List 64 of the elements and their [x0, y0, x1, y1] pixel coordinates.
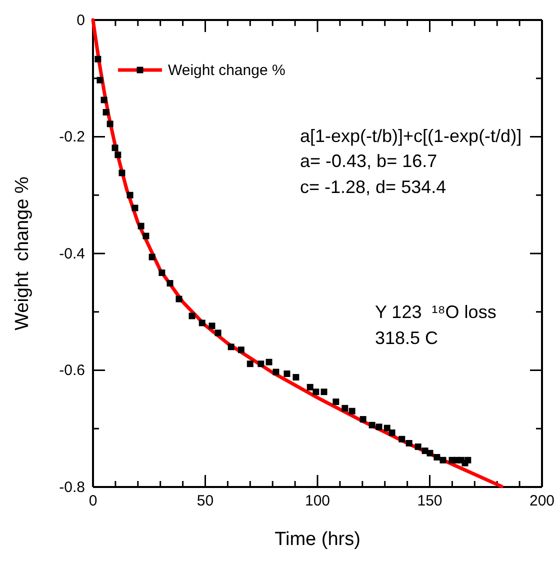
point: [94, 56, 102, 62]
point: [176, 296, 182, 302]
point: [306, 384, 314, 390]
point: [100, 96, 108, 104]
point: [426, 450, 434, 456]
point: [376, 424, 382, 430]
point: [440, 456, 446, 464]
point: [342, 404, 348, 412]
point: [258, 360, 264, 368]
point: [332, 398, 340, 406]
point: [126, 192, 134, 198]
point: [272, 368, 280, 376]
point: [368, 422, 376, 428]
annotation: c= -1.28, d= 534.4: [300, 177, 446, 197]
point: [312, 388, 320, 396]
x-tick-label: 100: [304, 492, 330, 510]
point: [142, 232, 150, 240]
y-tick-label: 0: [76, 12, 85, 29]
point: [96, 76, 104, 84]
annotation: a= -0.43, b= 16.7: [300, 151, 438, 171]
point: [434, 454, 440, 460]
legend-label: Weight change %: [168, 62, 286, 79]
point: [320, 388, 328, 396]
point: [102, 108, 110, 116]
point: [158, 270, 166, 276]
point: [132, 204, 138, 212]
point: [188, 312, 196, 320]
point: [384, 424, 390, 432]
point: [166, 280, 174, 287]
point: [462, 460, 468, 466]
point: [284, 370, 290, 377]
point: [246, 360, 254, 368]
point: [398, 436, 406, 442]
point: [406, 440, 412, 446]
point: [112, 144, 118, 152]
point: [292, 374, 300, 380]
y-tick-label: -0.4: [59, 245, 85, 262]
point: [266, 358, 272, 366]
point: [414, 443, 422, 450]
point: [214, 330, 222, 336]
point: [360, 416, 366, 423]
y-axis-title: Weight change %: [12, 176, 33, 330]
x-tick-label: 200: [529, 492, 555, 510]
point: [228, 344, 234, 350]
point: [118, 170, 126, 176]
point: [106, 120, 114, 128]
point: [388, 429, 396, 436]
point: [208, 322, 216, 330]
x-axis-title: Time (hrs): [274, 529, 360, 550]
point: [148, 254, 156, 260]
annotation: Y 123 ¹⁸O loss: [375, 302, 496, 322]
point: [238, 346, 244, 354]
y-tick-label: -0.8: [59, 478, 85, 496]
annotation: 318.5 C: [375, 328, 438, 348]
point: [198, 320, 206, 326]
x-tick-label: 50: [196, 492, 214, 510]
y-tick-label: -0.6: [59, 362, 85, 380]
annotation: a[1-exp(-t/b)]+c[(1-exp(-t/d)]: [300, 126, 522, 146]
x-tick-label: 150: [417, 492, 442, 510]
x-tick-label: 0: [88, 492, 98, 510]
y-tick-label: -0.2: [59, 128, 85, 146]
point: [348, 408, 356, 414]
point: [138, 222, 144, 230]
point: [114, 152, 122, 158]
